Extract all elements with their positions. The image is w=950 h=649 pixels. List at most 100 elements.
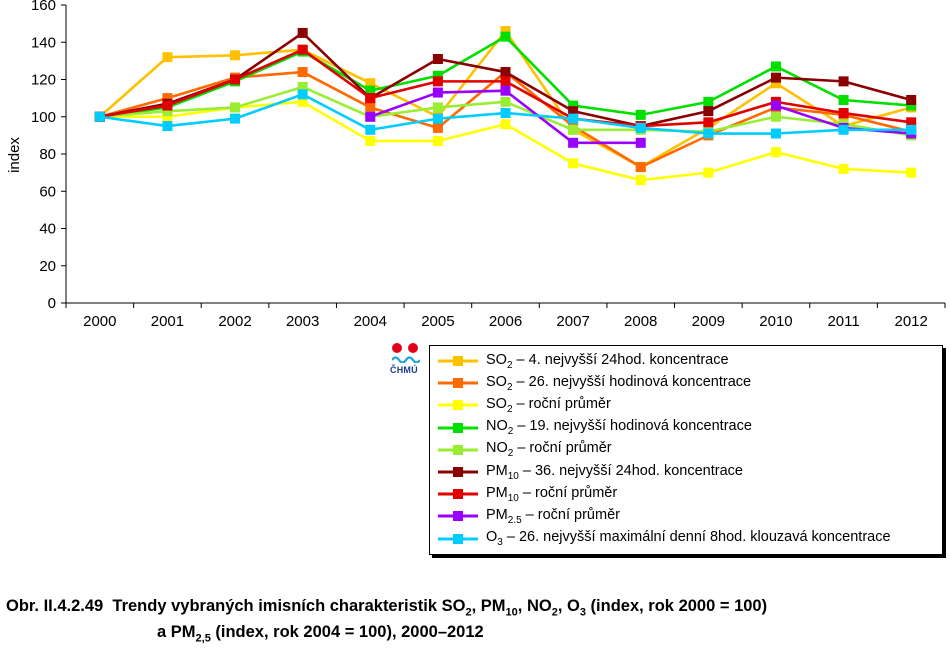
data-point [500,26,511,37]
legend-label: NO2 – 19. nejvyšší hodinová koncentrace [486,418,752,438]
data-point [297,81,308,92]
data-point [432,135,443,146]
data-point [838,124,849,135]
data-point [568,158,579,169]
data-point [770,78,781,89]
legend-swatch [438,511,478,522]
data-point [770,111,781,122]
data-point [365,102,376,113]
data-point [635,175,646,186]
x-tick-label: 2007 [556,313,589,330]
data-point [365,85,376,96]
data-point [838,76,849,87]
legend-label: O3 – 26. nejvyšší maximální denní 8hod. … [486,529,891,549]
caption-sub: 2,5 [195,632,211,645]
legend-swatch [438,356,478,366]
x-tick-label: 2009 [692,313,725,330]
x-tick-label: 2002 [218,313,251,330]
legend-swatch [438,422,478,433]
data-point [162,121,173,132]
data-point [770,100,781,111]
data-point [906,167,917,178]
data-point [568,137,579,148]
logo-dot-right [408,343,418,353]
data-point [297,27,308,38]
legend-label: PM10 – 36. nejvyšší 24hod. koncentrace [486,462,743,482]
caption-text: , O [557,597,580,615]
data-point [162,106,173,117]
data-point [568,124,579,135]
data-point [162,100,173,111]
legend-item: PM10 – 36. nejvyšší 24hod. koncentrace [430,462,743,482]
y-axis-label: index [6,137,23,173]
x-tick-label: 2003 [286,313,319,330]
x-tick-label: 2004 [354,313,387,330]
data-point [500,108,511,119]
chmu-logo: ČHMÚ [390,343,424,379]
data-point [568,106,579,117]
data-point [365,78,376,89]
caption-text: (index, rok 2000 = 100) [585,597,768,615]
data-point [500,85,511,96]
data-point [230,113,241,124]
data-point [432,113,443,124]
legend-swatch [438,444,478,455]
series-9 [94,89,917,139]
legend-label: PM10 – roční průměr [486,484,618,504]
caption-sub: 10 [505,606,518,619]
y-tick-label: 60 [39,183,56,200]
data-point [703,167,714,178]
caption-sub: 3 [579,606,586,619]
data-point [432,54,443,65]
y-tick-label: 20 [39,258,56,275]
x-tick-label: 2012 [895,313,928,330]
legend-label: SO2 – 26. nejvyšší hodinová koncentrace [486,373,752,393]
y-tick-label: 40 [39,221,56,238]
legend-item: PM2.5 – roční průměr [430,506,620,526]
legend-item: NO2 – roční průměr [430,440,612,460]
data-point [635,122,646,133]
legend-label: SO2 – roční průměr [486,395,611,415]
data-point [297,67,308,78]
caption-text: (index, rok 2004 = 100), 2000–2012 [210,623,484,642]
chart-series [94,26,917,186]
data-point [94,111,105,122]
x-tick-label: 2001 [151,313,184,330]
data-point [906,117,917,128]
data-point [432,87,443,98]
data-point [568,100,579,111]
data-point [500,31,511,42]
legend-item: O3 – 26. nejvyšší maximální denní 8hod. … [430,529,891,549]
data-point [432,102,443,113]
data-point [230,74,241,85]
y-tick-label: 80 [39,146,56,163]
data-point [432,76,443,87]
x-tick-label: 2011 [827,313,859,330]
caption-sub: 2 [551,606,558,619]
data-point [432,122,443,133]
legend-label: PM2.5 – roční průměr [486,506,620,526]
data-point [635,137,646,148]
caption-text: , NO [517,597,552,615]
x-tick-labels: 2000 2001 2002 2003 2004 2005 2006 2007 2008 2009… [83,313,928,330]
caption-text: , PM [471,597,506,615]
logo-dot-left [392,343,402,353]
data-point [770,61,781,72]
caption-line-2: a PM2,5 (index, rok 2004 = 100), 2000–20… [6,622,767,648]
legend-label: SO2 – 4. nejvyšší 24hod. koncentrace [486,351,729,371]
legend-swatch [438,489,478,500]
data-point [365,135,376,146]
logo-wave-icon [392,356,420,363]
data-point [703,117,714,128]
data-point [365,93,376,104]
x-tick-label: 2008 [624,313,657,330]
caption-text: a PM [157,623,196,642]
caption-text-1: Trendy vybraných imisních charakteristik… [112,597,466,615]
data-point [297,89,308,100]
data-point [297,44,308,55]
x-tick-label: 2005 [421,313,454,330]
y-tick-label: 100 [31,109,56,126]
legend-swatch [438,467,478,477]
legend-swatch [438,533,478,544]
